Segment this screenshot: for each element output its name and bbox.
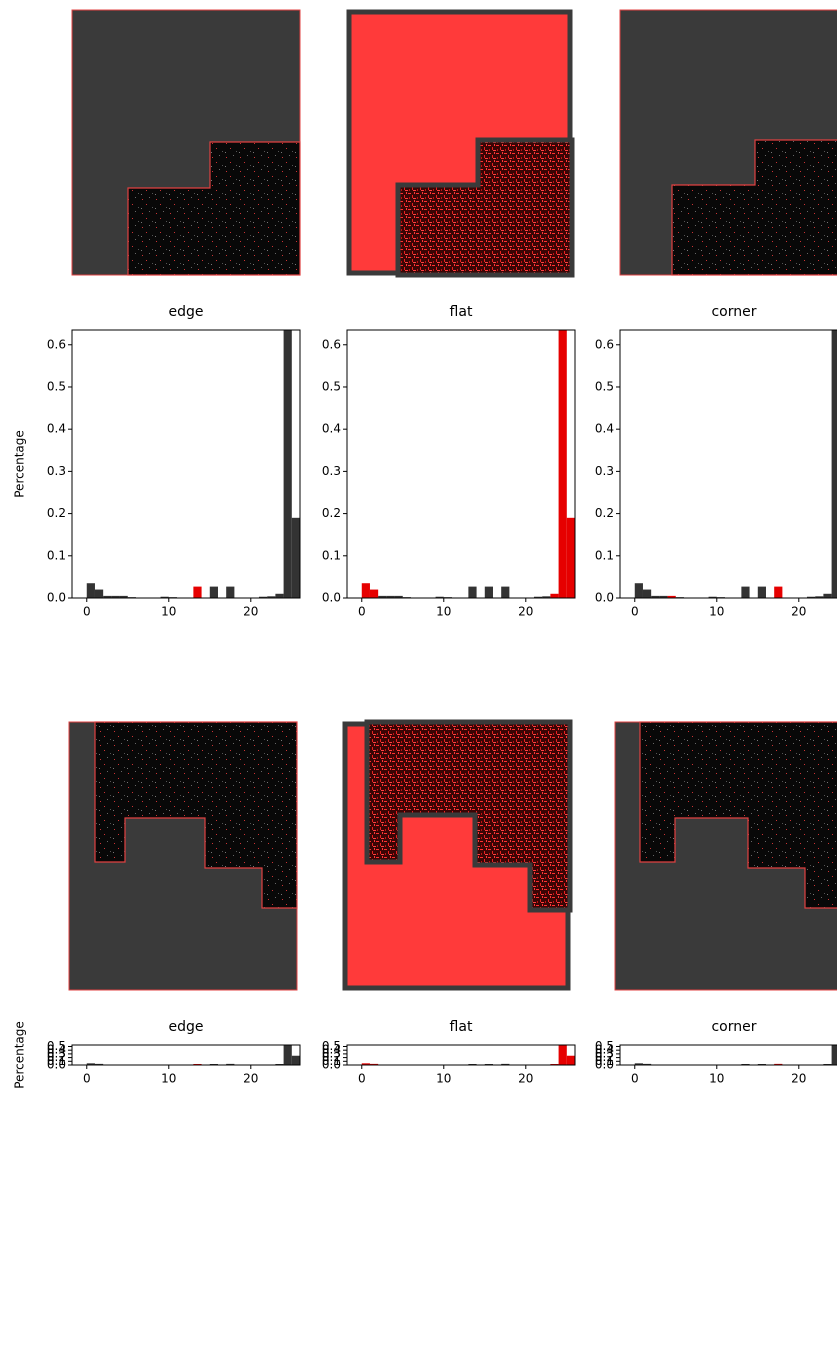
bar — [284, 1045, 292, 1065]
plot-frame — [72, 1045, 300, 1065]
y-tick-label: 0.2 — [47, 506, 66, 520]
x-tick-label: 20 — [518, 605, 533, 619]
x-tick-label: 10 — [709, 605, 724, 619]
y-tick-label: 0.3 — [47, 464, 66, 478]
plot-frame — [72, 330, 300, 598]
bar — [643, 590, 651, 598]
x-tick-label: 10 — [709, 1072, 724, 1086]
y-tick-label: 0.5 — [47, 1039, 66, 1053]
x-tick-label: 0 — [358, 605, 366, 619]
bar — [284, 330, 292, 598]
bar — [95, 590, 103, 598]
x-tick-label: 20 — [791, 1072, 806, 1086]
bar — [210, 587, 218, 598]
y-tick-label: 0.5 — [322, 379, 341, 393]
plot-frame — [347, 330, 575, 598]
bar — [774, 587, 782, 598]
page: edge Percentage 0.0 0.1 0.2 0.3 0.4 0.5 0.6 0 10 20… — [0, 0, 837, 1345]
figure: edge Percentage 0.0 0.1 0.2 0.3 0.4 0.5 0.6 0 10 20… — [0, 0, 837, 1345]
bar — [362, 583, 370, 598]
x-tick-label: 10 — [161, 1072, 176, 1086]
bar — [226, 587, 234, 598]
x-tick-label: 0 — [83, 605, 91, 619]
y-axis-label: Percentage — [13, 1021, 27, 1089]
y-tick-label: 0.6 — [595, 337, 614, 351]
bar — [87, 583, 95, 598]
y-tick-label: 0.6 — [322, 337, 341, 351]
y-tick-label: 0.1 — [322, 548, 341, 562]
y-tick-label: 0.6 — [47, 337, 66, 351]
chart-title: flat — [450, 1019, 473, 1035]
bar — [832, 330, 837, 598]
y-tick-label: 0.2 — [595, 506, 614, 520]
bar — [485, 587, 493, 598]
bar — [468, 587, 476, 598]
bar — [292, 518, 300, 598]
x-tick-label: 20 — [518, 1072, 533, 1086]
bar — [292, 1056, 300, 1065]
y-tick-label: 0.1 — [47, 548, 66, 562]
bar — [193, 587, 201, 598]
chart-title: edge — [169, 1019, 204, 1035]
bar — [501, 587, 509, 598]
bar — [832, 1045, 837, 1065]
x-tick-label: 10 — [436, 1072, 451, 1086]
bar — [275, 594, 283, 598]
x-tick-label: 0 — [631, 605, 639, 619]
bar — [567, 1056, 575, 1065]
y-tick-label: 0.4 — [322, 422, 341, 436]
bar — [758, 587, 766, 598]
x-tick-label: 10 — [436, 605, 451, 619]
chart-title: flat — [450, 304, 473, 320]
y-tick-label: 0.5 — [595, 1039, 614, 1053]
bar — [741, 587, 749, 598]
y-axis-label: Percentage — [13, 430, 27, 498]
y-tick-label: 0.3 — [322, 464, 341, 478]
plot-frame — [347, 1045, 575, 1065]
bar — [635, 583, 643, 598]
x-tick-label: 0 — [631, 1072, 639, 1086]
y-tick-label: 0.0 — [595, 591, 614, 605]
bar — [370, 590, 378, 598]
x-tick-label: 10 — [161, 605, 176, 619]
y-tick-label: 0.5 — [595, 379, 614, 393]
y-tick-label: 0.2 — [322, 506, 341, 520]
chart-title: corner — [711, 304, 756, 320]
bar — [559, 1045, 567, 1065]
y-tick-label: 0.5 — [322, 1039, 341, 1053]
plot-frame — [620, 330, 837, 598]
chart-title: edge — [169, 304, 204, 320]
x-tick-label: 20 — [243, 605, 258, 619]
y-tick-label: 0.4 — [47, 422, 66, 436]
y-tick-label: 0.1 — [595, 548, 614, 562]
x-tick-label: 20 — [791, 605, 806, 619]
bar — [823, 594, 831, 598]
x-tick-label: 20 — [243, 1072, 258, 1086]
y-tick-label: 0.3 — [595, 464, 614, 478]
y-tick-label: 0.5 — [47, 379, 66, 393]
x-tick-label: 0 — [83, 1072, 91, 1086]
x-tick-label: 0 — [358, 1072, 366, 1086]
bar — [550, 594, 558, 598]
y-tick-label: 0.0 — [47, 591, 66, 605]
y-tick-label: 0.0 — [322, 591, 341, 605]
bar — [559, 330, 567, 598]
bar — [567, 518, 575, 598]
y-tick-label: 0.4 — [595, 422, 614, 436]
chart-title: corner — [711, 1019, 756, 1035]
plot-frame — [620, 1045, 837, 1065]
